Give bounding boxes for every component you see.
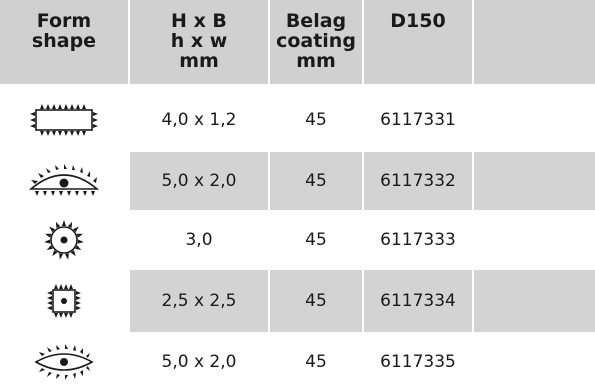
size-value: 2,5 x 2,5 [130, 270, 268, 332]
circle-icon [44, 220, 84, 260]
size-value: 5,0 x 2,0 [161, 351, 237, 372]
shape-cell [0, 152, 128, 210]
empty-cell [474, 270, 595, 332]
square-icon [47, 284, 81, 318]
code-value: 6117332 [364, 152, 472, 210]
rectangle-icon [30, 104, 98, 136]
header-form-shape: Form shape [0, 0, 128, 84]
shape-cell [0, 212, 128, 268]
code-value: 6117331 [380, 110, 456, 130]
header-d150: D150 [364, 0, 472, 84]
size-value: 3,0 [185, 230, 213, 250]
header-size: H x B h x w mm [130, 0, 268, 84]
coating-value: 45 [270, 270, 362, 332]
empty-cell [474, 152, 595, 210]
header-coating: Belag coating mm [270, 0, 362, 84]
code-value: 6117335 [380, 351, 456, 372]
eye-icon [34, 343, 94, 380]
code-value: 6117333 [380, 230, 456, 250]
coating-value: 45 [270, 152, 362, 210]
code-value: 6117334 [364, 270, 472, 332]
shape-cell [0, 334, 128, 389]
coating-value: 45 [305, 351, 327, 372]
size-value: 4,0 x 1,2 [161, 110, 237, 130]
header-empty [474, 0, 595, 84]
shape-cell [0, 94, 128, 146]
coating-value: 45 [305, 110, 327, 130]
shape-cell [0, 270, 128, 332]
size-value: 5,0 x 2,0 [130, 152, 268, 210]
half-eye-icon [28, 164, 100, 196]
coating-value: 45 [305, 230, 327, 250]
